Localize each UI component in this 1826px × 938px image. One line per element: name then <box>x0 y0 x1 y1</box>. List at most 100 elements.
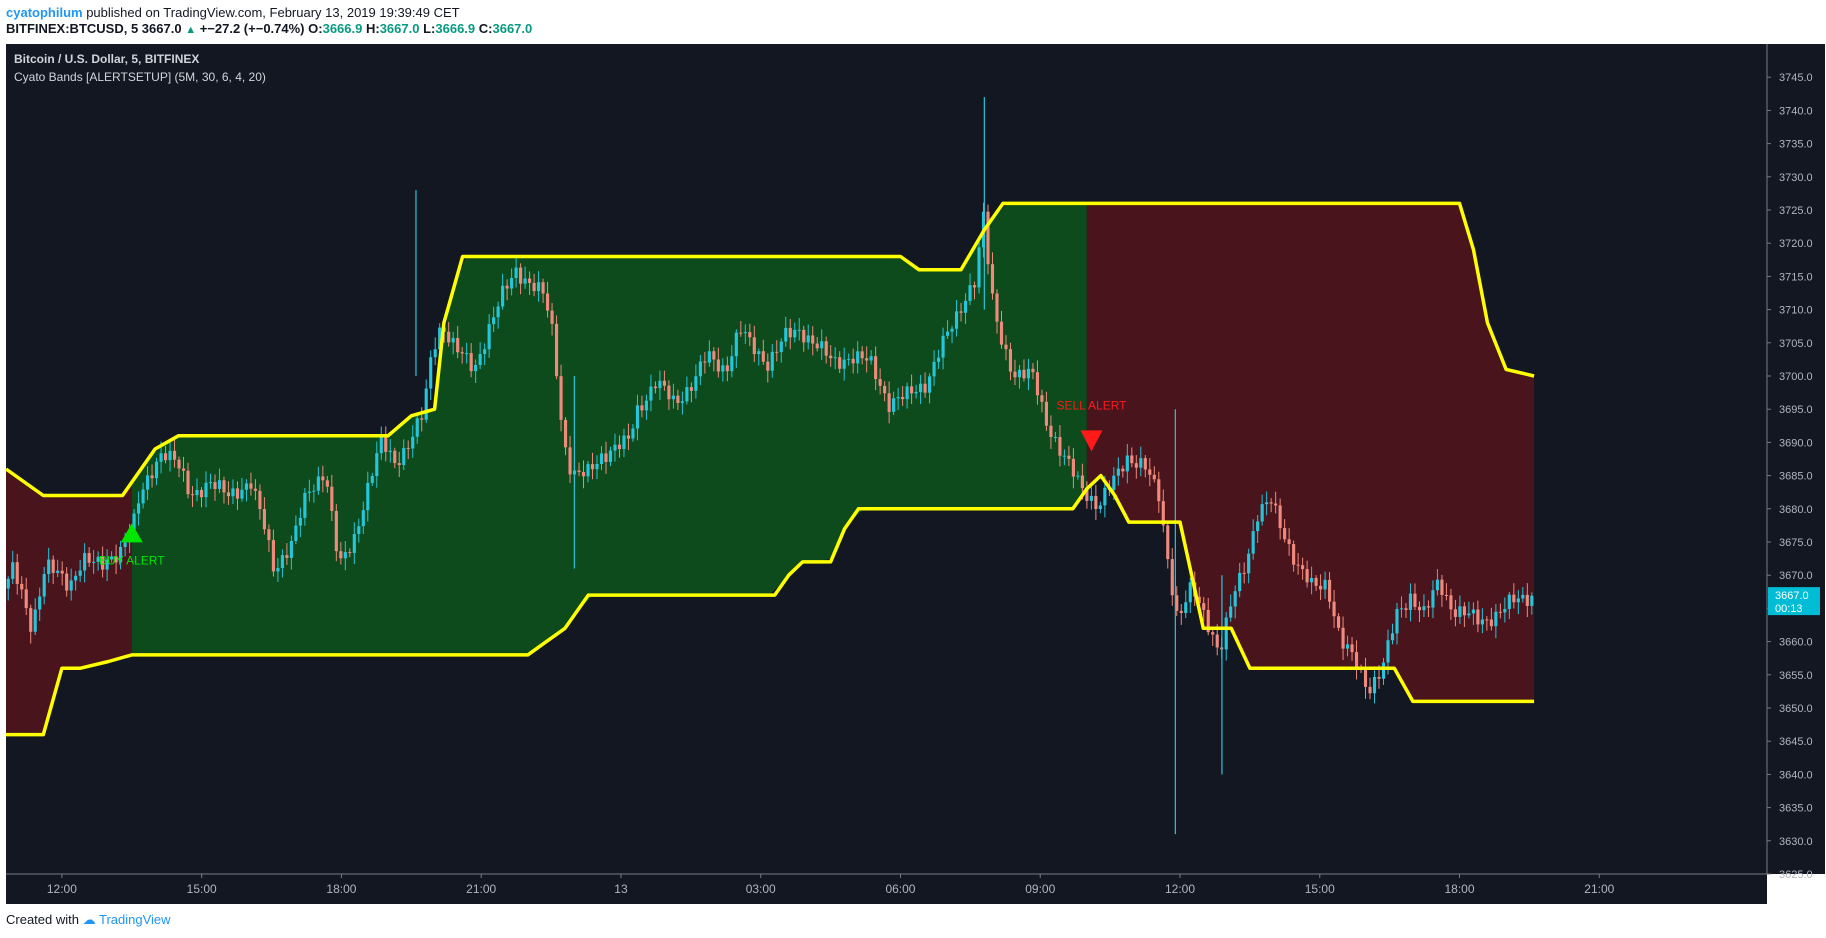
candle-body <box>842 359 846 369</box>
candle-body <box>676 395 680 403</box>
candle-body <box>545 293 550 311</box>
candle-body <box>1233 591 1237 607</box>
price-tick-label: 3695.0 <box>1779 404 1813 416</box>
candle-body <box>910 386 914 394</box>
tradingview-link[interactable]: TradingView <box>99 912 171 927</box>
candle-body <box>1480 619 1484 625</box>
candle-body <box>110 556 114 560</box>
candle-body <box>415 418 419 437</box>
candle-body <box>1323 579 1327 590</box>
candle-body <box>1278 505 1282 529</box>
candle-body <box>1080 475 1084 489</box>
candle-body <box>1116 468 1120 476</box>
candle-body <box>325 480 329 487</box>
candle-body <box>132 513 136 535</box>
time-tick-label: 21:00 <box>1584 882 1614 896</box>
candle-body <box>1242 572 1246 574</box>
candle-body <box>496 306 500 318</box>
price-tick-label: 3635.0 <box>1779 803 1813 815</box>
candle-body <box>1166 525 1170 560</box>
candle-body <box>1202 603 1206 610</box>
low-label: L: <box>423 21 436 36</box>
time-tick-label: 18:00 <box>1445 882 1475 896</box>
candle-body <box>357 526 361 535</box>
candle-body <box>1170 559 1174 596</box>
candle-body <box>154 461 159 479</box>
candle-body <box>541 282 545 294</box>
candle-body <box>730 356 734 372</box>
candle-body <box>15 562 19 584</box>
candle-body <box>1035 372 1040 396</box>
candle-body <box>289 540 293 558</box>
candle-body <box>1301 565 1305 570</box>
time-axis-ticks: 12:00 15:00 18:00 21:00 13 03:00 06:00 09:00 12:… <box>47 874 1615 896</box>
candle-body <box>348 552 352 554</box>
candle-body <box>721 365 725 372</box>
chart-title: Bitcoin / U.S. Dollar, 5, BITFINEX <box>14 52 199 66</box>
candle-body <box>563 419 568 448</box>
candle-body <box>851 358 855 364</box>
candle-body <box>869 356 873 361</box>
candle-body <box>321 476 325 481</box>
price-tick-label: 3660.0 <box>1779 637 1813 649</box>
candle-body <box>748 332 752 338</box>
candle-body <box>1467 613 1471 616</box>
candle-body <box>703 361 707 363</box>
candle-body <box>662 380 666 386</box>
candle-body <box>123 542 127 547</box>
candle-body <box>1444 594 1448 596</box>
indicator-label: Cyato Bands [ALERTSETUP] (5M, 30, 6, 4, … <box>14 70 266 84</box>
candle-body <box>1215 634 1219 648</box>
candle-body <box>1296 564 1300 566</box>
candle-body <box>1341 627 1345 649</box>
candle-body <box>523 278 527 284</box>
candle-body <box>119 546 123 563</box>
candle-body <box>698 361 702 377</box>
candle-body <box>599 453 604 465</box>
candle-body <box>775 351 779 353</box>
price-tick-label: 3625.0 <box>1779 869 1813 881</box>
candle-body <box>1112 475 1116 490</box>
candle-body <box>537 282 541 292</box>
candle-body <box>914 392 918 394</box>
candle-body <box>168 450 172 461</box>
candle-body <box>258 490 262 510</box>
time-tick-label: 03:00 <box>746 882 776 896</box>
candle-body <box>707 351 711 363</box>
price-tick-label: 3670.0 <box>1779 570 1813 582</box>
candle-body <box>1040 395 1044 402</box>
candle-body <box>824 341 828 356</box>
high-label: H: <box>365 21 380 36</box>
price-axis[interactable] <box>1767 44 1825 874</box>
price-tick-label: 3685.0 <box>1779 471 1813 483</box>
bear-band-region <box>6 469 132 735</box>
candle-body <box>199 489 204 498</box>
buy-alert-triangle-icon <box>120 523 143 543</box>
candle-body <box>177 459 181 469</box>
price-tick-label: 3640.0 <box>1779 769 1813 781</box>
candle-body <box>483 349 487 355</box>
time-axis[interactable] <box>6 874 1767 904</box>
bands <box>4 201 1535 737</box>
candle-body <box>784 327 788 342</box>
candle-body <box>1265 502 1269 505</box>
symbol-label: BITFINEX:BTCUSD, 5 <box>6 21 139 36</box>
candle-body <box>802 329 806 343</box>
candle-body <box>1076 475 1080 477</box>
candle-body <box>451 338 455 343</box>
candle-body <box>1251 531 1255 554</box>
candle-body <box>671 395 675 400</box>
candle-body <box>1049 425 1053 438</box>
candle-body <box>1238 572 1242 592</box>
author-link[interactable]: cyatophilum <box>6 5 83 20</box>
candle-body <box>1175 595 1179 611</box>
candle-body <box>1211 632 1215 635</box>
candle-body <box>1247 553 1251 574</box>
candle-body <box>1026 368 1031 379</box>
footer: Created with ☁ TradingView <box>6 912 171 928</box>
candle-body <box>568 447 572 475</box>
candle-body <box>1071 458 1075 477</box>
candle-body <box>581 471 586 477</box>
candle-body <box>793 329 797 338</box>
